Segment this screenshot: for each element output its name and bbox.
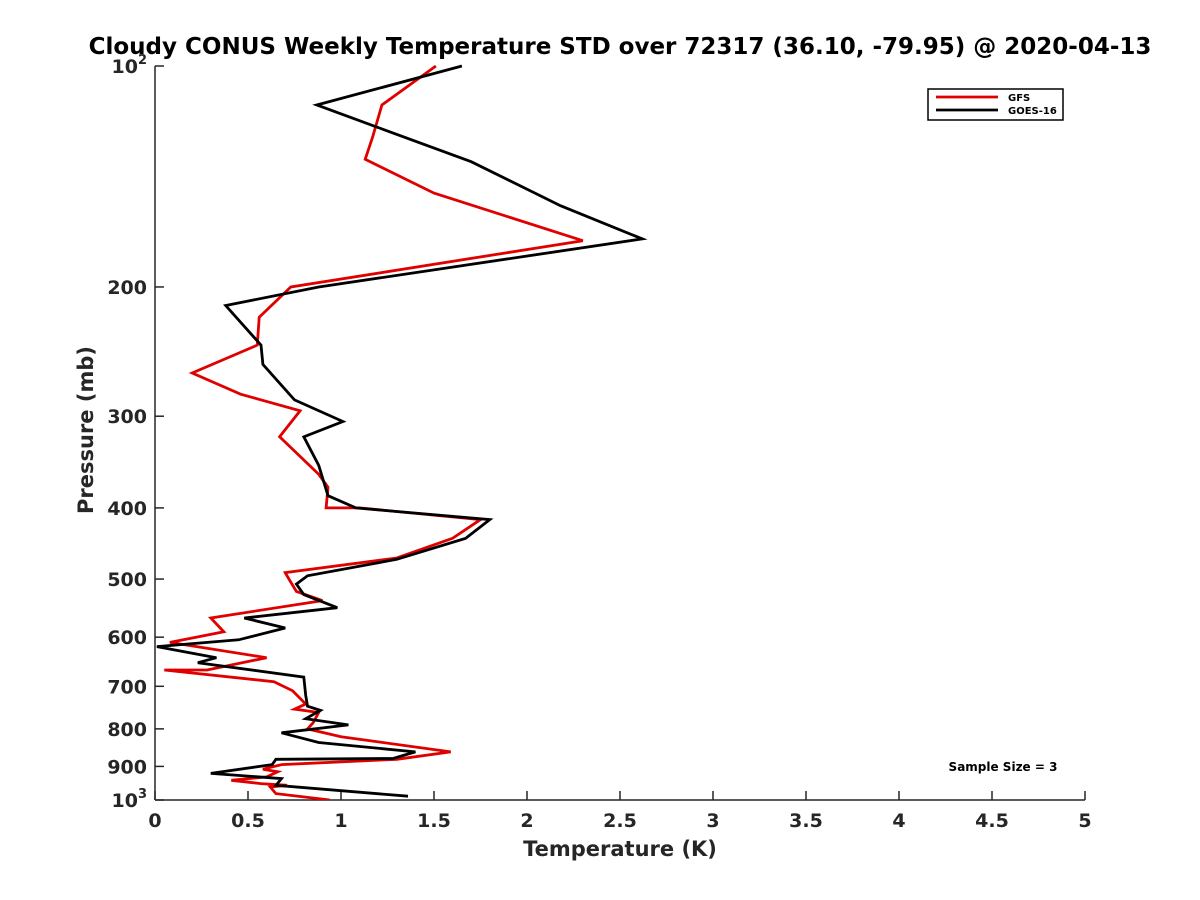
x-tick-label: 3 (706, 810, 719, 832)
sample-size-annotation: Sample Size = 3 (949, 760, 1058, 774)
y-tick-label: 300 (107, 406, 147, 428)
y-tick-label: 700 (107, 676, 147, 698)
y-axis-label: Pressure (mb) (74, 346, 98, 514)
x-axis-ticks: 0 0.5 1 1.5 2 2.5 3 3.5 4 4.5 5 (148, 791, 1092, 832)
x-tick-label: 2 (520, 810, 533, 832)
x-tick-label: 2.5 (603, 810, 637, 832)
plot-area (156, 64, 648, 800)
y-tick-label: 103 (112, 787, 148, 812)
y-axis-ticks: 102 200 300 400 500 600 700 800 900 103 (107, 53, 164, 812)
legend-entry: GOES-16 (1008, 106, 1057, 117)
y-tick-label: 400 (107, 498, 147, 520)
legend-entry: GFS (1008, 93, 1030, 104)
x-tick-label: 0.5 (231, 810, 265, 832)
x-tick-label: 4.5 (975, 810, 1009, 832)
y-tick-label: 200 (107, 277, 147, 299)
y-tick-label: 500 (107, 569, 147, 591)
series-line-goes-16 (156, 64, 648, 798)
x-tick-label: 1.5 (417, 810, 451, 832)
x-tick-label: 0 (148, 810, 161, 832)
y-tick-label: 800 (107, 719, 147, 741)
x-tick-label: 3.5 (789, 810, 823, 832)
y-tick-label: 600 (107, 627, 147, 649)
x-tick-label: 5 (1078, 810, 1091, 832)
x-tick-label: 4 (892, 810, 905, 832)
legend: GFS GOES-16 (927, 88, 1064, 121)
y-tick-label: 102 (112, 53, 148, 78)
legend-box (927, 88, 1064, 121)
chart-title: Cloudy CONUS Weekly Temperature STD over… (89, 34, 1152, 60)
series-line-gfs (164, 64, 584, 800)
x-axis-label: Temperature (K) (523, 837, 717, 861)
y-tick-label: 900 (107, 756, 147, 778)
x-tick-label: 1 (334, 810, 347, 832)
